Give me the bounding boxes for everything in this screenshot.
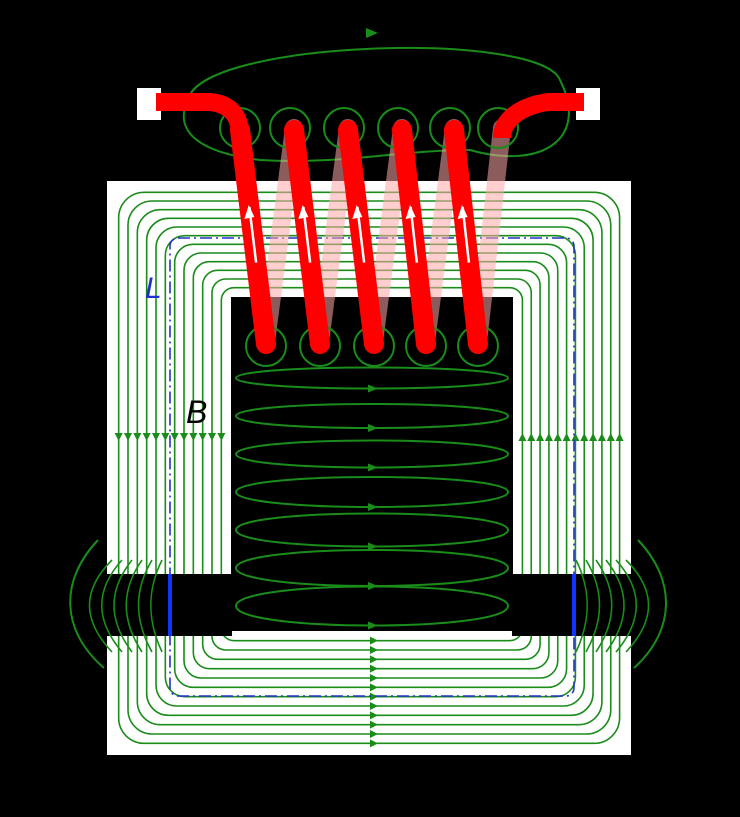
air-gap-left xyxy=(106,574,232,636)
mean-path-label: L xyxy=(145,272,162,305)
window-field-arrow xyxy=(368,503,378,511)
window-field-line xyxy=(235,512,510,548)
field-arrow-left xyxy=(170,433,179,441)
window-field-line xyxy=(235,403,510,429)
field-arrow-right xyxy=(597,433,606,441)
field-arrow-right xyxy=(553,433,562,441)
fringe-line-right xyxy=(575,559,589,653)
field-arrow-right xyxy=(615,433,624,441)
field-arrow-left xyxy=(152,433,160,441)
fringe-outer-right xyxy=(633,539,667,669)
field-arrow-bottom xyxy=(370,636,378,645)
fringe-line-right xyxy=(585,559,601,653)
field-arrow-left xyxy=(124,433,132,441)
core-field-line xyxy=(117,191,621,745)
field-arrow-left xyxy=(180,433,188,441)
conductor-field-circle xyxy=(477,107,519,149)
core-field-line xyxy=(145,217,594,717)
field-arrow-bottom xyxy=(370,646,378,654)
field-arrow-bottom xyxy=(370,711,378,720)
field-arrow-left xyxy=(161,433,170,441)
field-arrow-right xyxy=(527,433,536,441)
field-arrow-right xyxy=(606,433,615,441)
current-arrow-head xyxy=(244,205,255,220)
window-field-arrow xyxy=(368,384,378,393)
fringe-line-left xyxy=(101,559,123,653)
flux-label-right: Φ xyxy=(536,587,563,623)
field-label: B xyxy=(186,394,207,430)
current-arrow-head xyxy=(352,205,363,220)
field-arrow-bottom xyxy=(370,664,378,673)
window-field-line xyxy=(235,439,510,469)
field-arrow-bottom xyxy=(370,702,378,710)
field-arrow-right xyxy=(518,433,527,441)
field-arrow-bottom xyxy=(370,720,378,729)
fringe-line-right xyxy=(615,559,637,653)
field-arrow-left xyxy=(198,433,207,441)
gap-fringing-lines xyxy=(69,539,667,669)
leakage-flux-arrow xyxy=(366,28,378,38)
window-field-arrow xyxy=(368,621,378,630)
window-field-line xyxy=(235,549,510,587)
window-field-lines xyxy=(235,366,510,630)
field-arrow-right xyxy=(536,433,545,441)
field-arrow-bottom xyxy=(370,674,378,682)
air-gap-right xyxy=(512,574,632,636)
flux-label-left: Φ xyxy=(174,587,201,623)
lead-wire-left xyxy=(156,93,249,135)
field-arrow-right xyxy=(544,433,553,441)
window-field-line xyxy=(235,366,510,390)
field-arrow-right xyxy=(589,433,598,441)
field-arrow-left xyxy=(133,433,142,441)
lead-wire-right xyxy=(493,93,584,139)
field-arrow-bottom xyxy=(370,655,378,664)
fringe-line-right xyxy=(595,559,613,653)
field-arrow-right xyxy=(580,433,589,441)
field-arrow-left xyxy=(189,433,198,441)
fringe-line-right xyxy=(625,559,650,653)
core-field-line xyxy=(127,200,612,735)
field-arrow-left xyxy=(114,433,123,441)
window-field-arrow xyxy=(368,424,378,432)
field-arrow-bottom xyxy=(370,730,378,738)
fringe-line-left xyxy=(137,559,153,653)
field-arrow-left xyxy=(208,433,216,441)
window-field-arrow xyxy=(368,542,378,551)
fringe-line-left xyxy=(149,559,163,653)
window-field-arrow xyxy=(368,463,378,472)
field-arrow-right xyxy=(571,433,580,441)
mean-magnetic-path xyxy=(169,237,575,697)
field-arrow-bottom xyxy=(370,739,378,748)
current-arrow-head xyxy=(405,205,416,220)
fringe-line-left xyxy=(88,559,113,653)
field-arrow-left xyxy=(217,433,226,441)
field-arrow-bottom xyxy=(370,683,378,692)
fringe-line-right xyxy=(605,559,625,653)
field-arrow-right xyxy=(562,433,571,441)
window-field-line xyxy=(235,476,510,508)
current-arrow-head xyxy=(298,205,309,220)
field-arrow-bottom xyxy=(370,692,378,701)
coil-winding xyxy=(156,93,584,367)
field-arrow-left xyxy=(142,433,151,441)
fringe-outer-left xyxy=(69,539,105,669)
core-field-line xyxy=(136,208,603,726)
current-arrow-head xyxy=(457,205,468,220)
fringe-line-left xyxy=(125,559,143,653)
window-field-line xyxy=(235,585,510,627)
fringe-line-left xyxy=(113,559,133,653)
